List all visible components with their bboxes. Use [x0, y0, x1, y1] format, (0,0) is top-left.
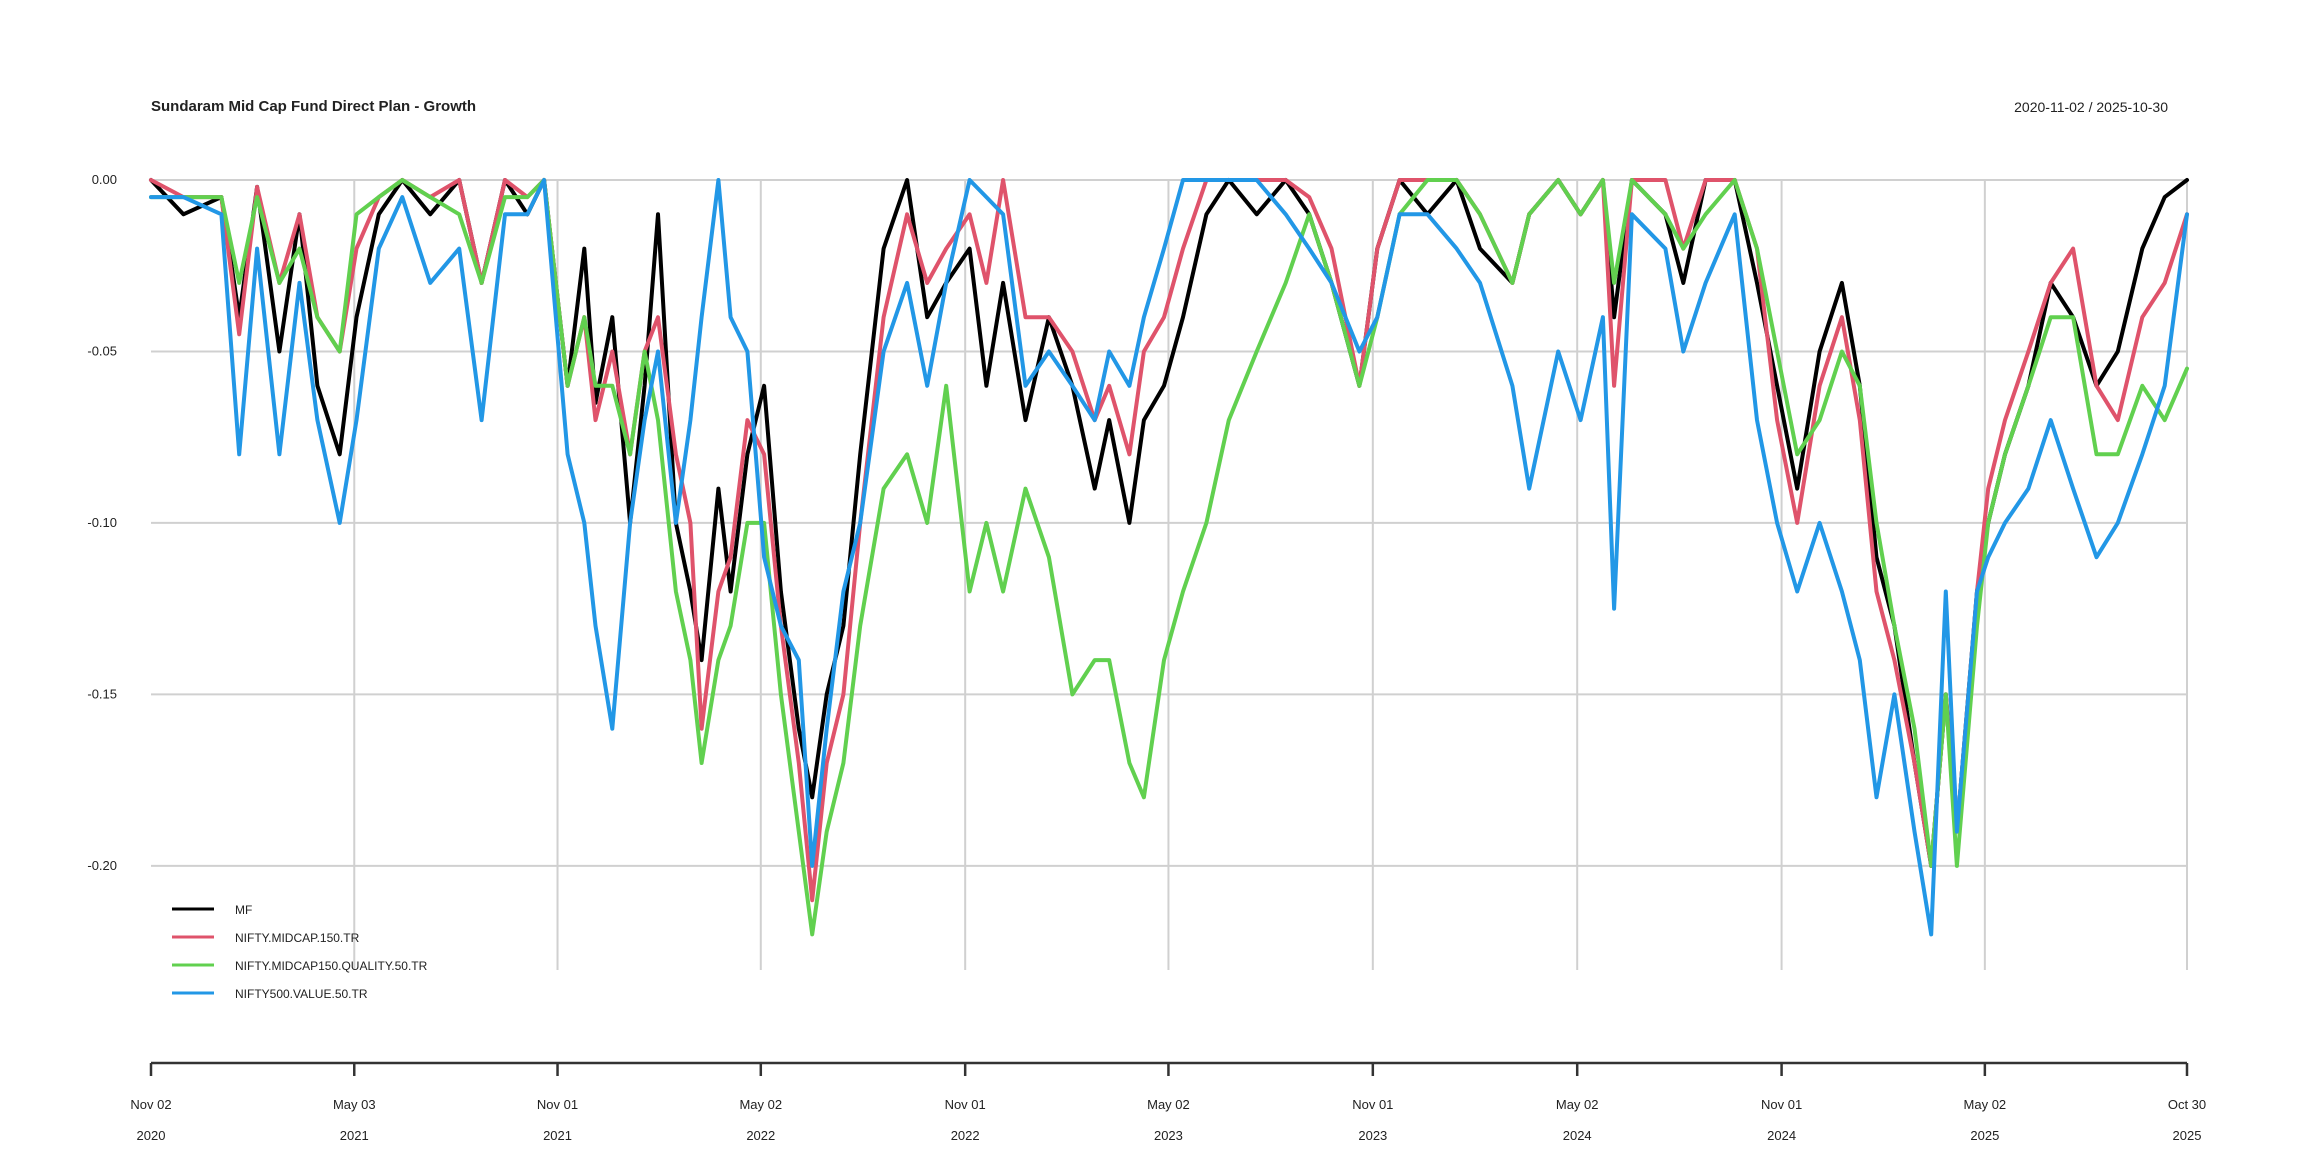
x-tick-label: Oct 30	[2168, 1097, 2206, 1112]
legend-label: MF	[235, 903, 252, 917]
x-tick-year: 2025	[2173, 1128, 2202, 1143]
axis-layer: 0.00 -0.05 -0.10 -0.15 -0.20 Nov 02 2020 May 03…	[87, 172, 2206, 1143]
x-tick-year: 2024	[1563, 1128, 1592, 1143]
x-tick-label: Nov 01	[1761, 1097, 1802, 1112]
legend-label: NIFTY.MIDCAP.150.TR	[235, 931, 360, 945]
x-tick-label: Nov 01	[537, 1097, 578, 1112]
x-tick-year: 2025	[1970, 1128, 1999, 1143]
x-tick-label: May 02	[1147, 1097, 1190, 1112]
x-tick-year: 2023	[1358, 1128, 1387, 1143]
x-tick-label: May 02	[1964, 1097, 2007, 1112]
legend-label: NIFTY.MIDCAP150.QUALITY.50.TR	[235, 959, 428, 973]
chart-title: Sundaram Mid Cap Fund Direct Plan - Grow…	[151, 98, 477, 115]
x-tick-label: Nov 02	[130, 1097, 171, 1112]
y-tick-label: -0.15	[87, 686, 117, 701]
x-tick-label: May 02	[1556, 1097, 1599, 1112]
y-tick-label: -0.05	[87, 343, 117, 358]
legend-label: NIFTY500.VALUE.50.TR	[235, 987, 368, 1001]
y-tick-label: -0.10	[87, 515, 117, 530]
y-tick-label: -0.20	[87, 858, 117, 873]
date-range-label: 2020-11-02 / 2025-10-30	[2014, 99, 2168, 115]
x-tick-year: 2023	[1154, 1128, 1183, 1143]
x-tick-year: 2022	[746, 1128, 775, 1143]
x-tick-label: May 03	[333, 1097, 376, 1112]
series-line-3	[149, 178, 2189, 937]
x-tick-label: May 02	[739, 1097, 782, 1112]
x-tick-year: 2021	[340, 1128, 369, 1143]
x-tick-year: 2022	[951, 1128, 980, 1143]
x-tick-year: 2020	[137, 1128, 166, 1143]
x-tick-label: Nov 01	[945, 1097, 986, 1112]
x-tick-label: Nov 01	[1352, 1097, 1393, 1112]
y-tick-label: 0.00	[92, 172, 117, 187]
x-tick-year: 2024	[1767, 1128, 1796, 1143]
series-layer	[149, 178, 2189, 937]
legend: MF NIFTY.MIDCAP.150.TR NIFTY.MIDCAP150.QUA…	[172, 903, 428, 1001]
x-tick-year: 2021	[543, 1128, 572, 1143]
series-line-2	[149, 178, 2189, 937]
